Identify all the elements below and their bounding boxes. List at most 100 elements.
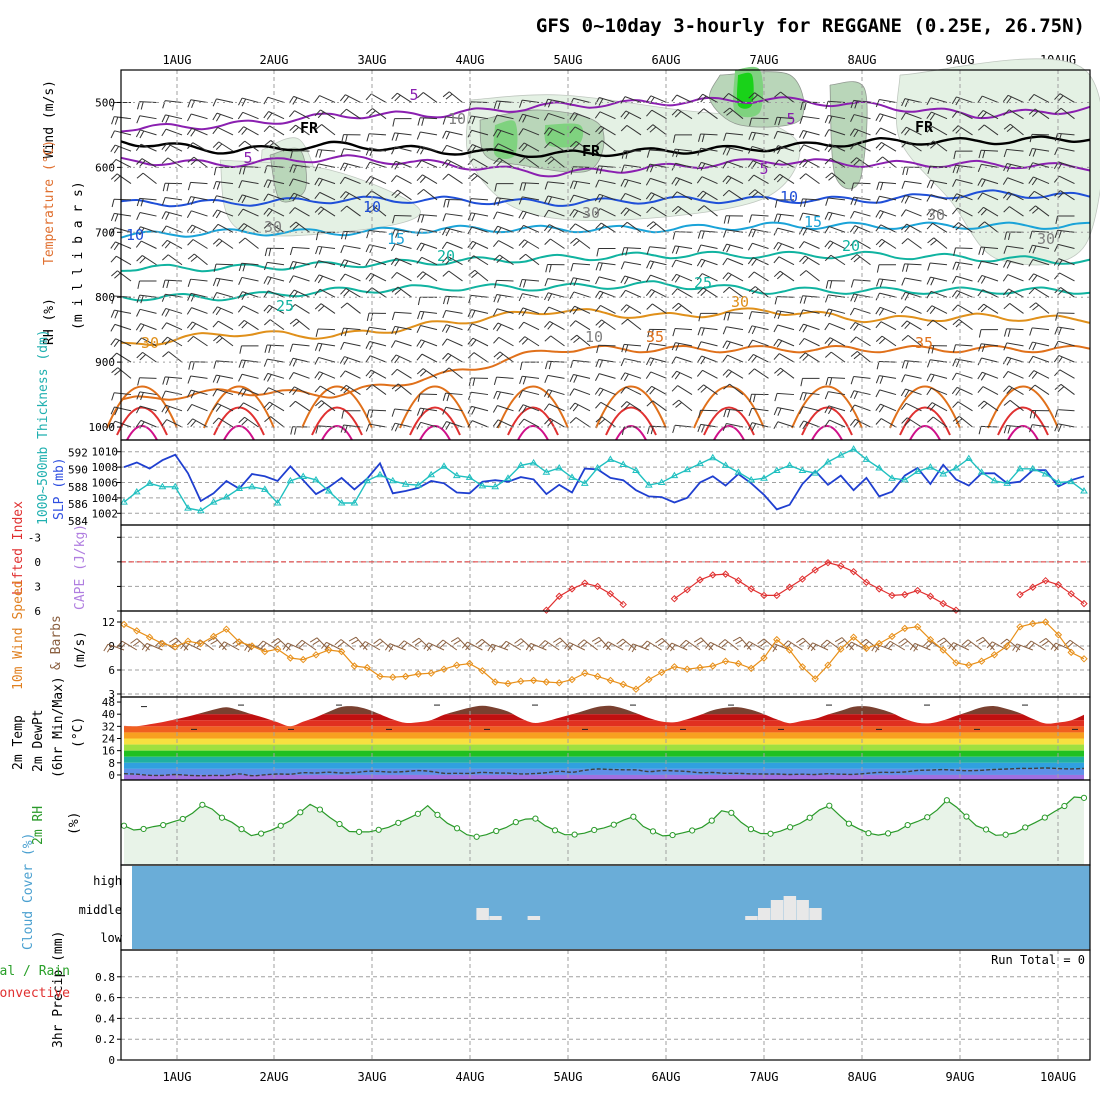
wind-barb [289, 221, 310, 233]
wind-barb [212, 277, 234, 287]
wind-barb-flag-0 [927, 140, 934, 147]
wind-barb-staff [677, 205, 693, 217]
wind-barb [314, 177, 336, 187]
wind-barb-flag-1 [624, 179, 629, 188]
wind-barb-staff [674, 231, 693, 233]
wind-barb-staff [981, 163, 999, 168]
wind-barb-staff [294, 386, 310, 396]
wind-barb [620, 275, 642, 285]
wind-barb-staff [701, 258, 718, 266]
wind-speed-marker [542, 678, 551, 686]
wind-barb-flag-0 [263, 222, 271, 229]
wind-barb-flag-0 [774, 117, 778, 126]
wind-barb-flag-1 [166, 280, 170, 289]
wind-barb-flag-0 [902, 263, 906, 272]
wind-barb [314, 371, 336, 381]
wind-barb [518, 321, 540, 331]
surface-barb-flag-1 [542, 642, 549, 649]
surface-barb-flag-0 [1000, 638, 1008, 645]
wind-barb [136, 197, 157, 207]
wind-barb-flag-1 [140, 392, 144, 401]
wind-barb-flag-0 [1002, 177, 1008, 185]
wind-barb-flag-0 [111, 392, 115, 401]
wind-barb-flag-1 [878, 308, 885, 316]
wind-barb [850, 351, 871, 363]
thickness-marker [529, 458, 538, 466]
wind-barb-flag-0 [263, 319, 271, 326]
wind-barb [341, 410, 361, 419]
wind-barb [518, 293, 540, 302]
wind-barb-flag-1 [1032, 148, 1037, 157]
rh2m-marker [375, 826, 382, 833]
wind-barb [646, 357, 667, 367]
cloud-background [132, 866, 1090, 949]
wind-barb-flag-0 [645, 371, 652, 379]
wind-barb-staff [243, 305, 259, 314]
wind-barb-flag-0 [341, 134, 344, 143]
wind-barb [645, 177, 667, 186]
wind-barb [875, 127, 897, 136]
wind-barb [570, 166, 591, 175]
wind-barb-staff [777, 227, 795, 233]
surface-barb-flag-0 [628, 643, 634, 651]
wind-barb [314, 288, 336, 298]
wind-barb [926, 290, 948, 299]
thickness-marker [1016, 464, 1024, 472]
wind-barb [1054, 132, 1075, 142]
wind-barb-staff [754, 286, 769, 298]
wind-barb-flag-1 [521, 338, 529, 345]
li-line [1019, 580, 1085, 605]
wind-barb-flag-0 [416, 174, 423, 182]
wind-barb-flag-0 [340, 288, 347, 295]
surface-barb-staff [1016, 643, 1033, 651]
wind-barb-flag-0 [646, 163, 651, 172]
wind-barb-staff [1032, 355, 1050, 363]
wind-barb-flag-1 [725, 274, 732, 281]
wind-barb-flag-1 [904, 128, 911, 136]
wind-barb [696, 369, 718, 379]
wind-barb-staff [1035, 205, 1050, 217]
surface-barb-flag-0 [718, 639, 726, 646]
wind-barb [900, 306, 922, 314]
wind-barb-staff [930, 97, 948, 103]
wind-barb-staff [701, 176, 718, 185]
wind-barb-flag-0 [137, 280, 140, 289]
wind-barb-staff [167, 254, 183, 266]
wind-barb [111, 367, 132, 379]
wind-barb [646, 303, 667, 314]
wind-barb-staff [777, 213, 795, 217]
wind-barb-flag-1 [1032, 342, 1037, 351]
wind-barb-flag-0 [1003, 163, 1008, 172]
wind-barb-flag-0 [493, 391, 498, 399]
wind-barb-flag-1 [1007, 328, 1011, 337]
hot-arc-40-3 [409, 406, 461, 436]
surface-barb-staff [953, 642, 970, 651]
wind-barb-staff [193, 253, 208, 266]
wind-barb-flag-0 [314, 206, 322, 213]
surface-barb-staff [403, 640, 419, 651]
rh2m-marker [532, 815, 539, 822]
rh2m-marker [434, 811, 441, 818]
wind-barb-flag-1 [114, 213, 119, 222]
wind-barb-staff [904, 263, 922, 266]
wind-barb-flag-0 [212, 417, 219, 425]
wind-barb [544, 374, 565, 383]
wind-barb-staff [473, 158, 489, 168]
wind-barb [672, 148, 693, 158]
wind-barb-staff [726, 243, 744, 249]
wind-barb [263, 261, 285, 271]
wind-barb-flag-0 [977, 357, 982, 366]
wind-barb-staff [369, 423, 387, 428]
wind-barb-flag-1 [751, 191, 759, 198]
thickness-marker [312, 475, 320, 483]
wind-barb-flag-1 [700, 386, 707, 393]
wind-barb [825, 197, 846, 206]
wind-barb-flag-1 [215, 143, 223, 150]
wind-barb [952, 222, 973, 233]
wind-barb-staff [777, 392, 795, 396]
wind-barb-flag-0 [111, 102, 115, 111]
wind-barb-flag-1 [776, 272, 784, 280]
surface-barb-staff [787, 640, 803, 651]
wind-barb [365, 258, 387, 266]
surface-barb-flag-1 [273, 640, 281, 646]
